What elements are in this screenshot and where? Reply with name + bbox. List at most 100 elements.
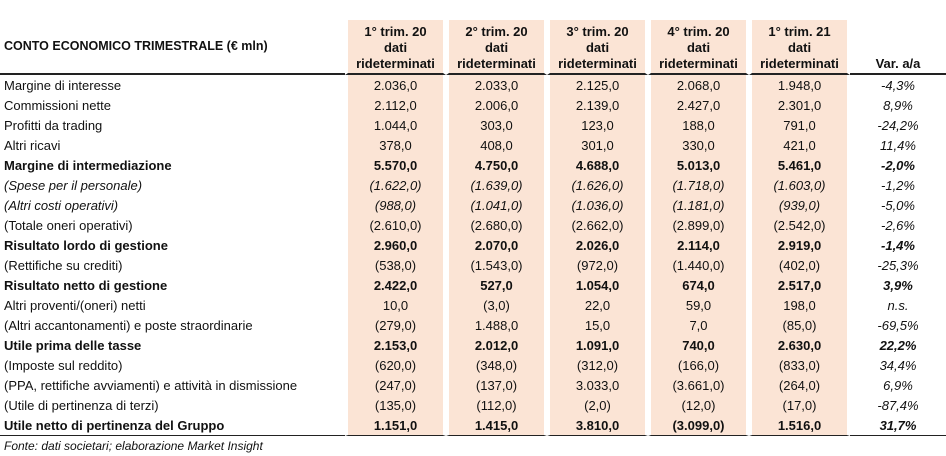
change-cell: -25,3% — [877, 257, 919, 273]
value-cell: 2.139,0 — [547, 95, 648, 115]
change-cell: 11,4% — [880, 137, 916, 153]
column-header: 2° trim. 20 dati rideterminati — [446, 20, 547, 75]
value-cell: (1.603,0) — [749, 175, 850, 195]
table-row: Commissioni nette 2.112,0 2.006,0 2.139,0 2.… — [0, 95, 946, 115]
column-header-line: rideterminati — [457, 56, 536, 71]
change-cell: -87,4% — [877, 397, 919, 413]
value-cell: 1.488,0 — [446, 315, 547, 335]
value-cell: 2.068,0 — [648, 75, 749, 95]
column-header-line: 1° trim. 21 — [768, 24, 831, 39]
table-row: Margine di intermediazione 5.570,0 4.750,0… — [0, 155, 946, 175]
column-header-line: dati — [686, 40, 711, 55]
value-cell: 3.810,0 — [547, 415, 648, 436]
value-cell: 3.033,0 — [547, 375, 648, 395]
value-cell: (85,0) — [749, 315, 850, 335]
column-header-line: rideterminati — [558, 56, 637, 71]
source-note: Fonte: dati societari; elaborazione Mark… — [4, 439, 263, 453]
table-row: (Altri costi operativi) (988,0) (1.041,0)(… — [0, 195, 946, 215]
value-cell: 2.630,0 — [749, 335, 850, 355]
table-head: CONTO ECONOMICO TRIMESTRALE (€ mln) 1° t… — [0, 20, 946, 75]
value-cell: 421,0 — [749, 135, 850, 155]
change-cell: -24,2% — [877, 117, 919, 133]
value-cell: 330,0 — [648, 135, 749, 155]
value-cell: (1.181,0) — [648, 195, 749, 215]
value-cell: (2.542,0) — [749, 215, 850, 235]
value-cell: 2.422,0 — [345, 275, 446, 295]
change-cell: -1,2% — [881, 177, 915, 193]
row-label: Utile prima delle tasse — [4, 337, 142, 353]
column-header: 1° trim. 20 dati rideterminati — [345, 20, 446, 75]
value-cell: (2.662,0) — [547, 215, 648, 235]
value-cell: 2.012,0 — [446, 335, 547, 355]
row-label: Risultato netto di gestione — [4, 277, 168, 293]
table-row: (Altri accantonamenti) e poste straordin… — [0, 315, 946, 335]
value-cell: 15,0 — [547, 315, 648, 335]
table-row: Risultato netto di gestione 2.422,0 527,0 1… — [0, 275, 946, 295]
value-cell: 1.054,0 — [547, 275, 648, 295]
table-row: Altri ricavi 378,0 408,0 301,0 330,0 421,0 11,… — [0, 135, 946, 155]
row-label: Risultato lordo di gestione — [4, 237, 168, 253]
column-header-line: dati — [787, 40, 812, 55]
value-cell: 303,0 — [446, 115, 547, 135]
value-cell: 10,0 — [345, 295, 446, 315]
table-row: Utile netto di pertinenza del Gruppo 1.15… — [0, 415, 946, 436]
table-body: Margine di interesse 2.036,0 2.033,0 2.125,… — [0, 75, 946, 436]
value-cell: (988,0) — [345, 195, 446, 215]
value-cell: (2.680,0) — [446, 215, 547, 235]
table-row: Risultato lordo di gestione 2.960,0 2.070,… — [0, 235, 946, 255]
row-label: Commissioni nette — [4, 97, 111, 113]
value-cell: (2,0) — [547, 395, 648, 415]
value-cell: (1.639,0) — [446, 175, 547, 195]
value-cell: (1.622,0) — [345, 175, 446, 195]
value-cell: 198,0 — [749, 295, 850, 315]
value-cell: 2.517,0 — [749, 275, 850, 295]
value-cell: (3.099,0) — [648, 415, 749, 436]
value-cell: 2.114,0 — [648, 235, 749, 255]
change-cell: -5,0% — [881, 197, 915, 213]
value-cell: (402,0) — [749, 255, 850, 275]
row-label: (PPA, rettifiche avviamenti) e attività … — [4, 377, 298, 393]
value-cell: (247,0) — [345, 375, 446, 395]
table-row: (PPA, rettifiche avviamenti) e attività … — [0, 375, 946, 395]
value-cell: (1.626,0) — [547, 175, 648, 195]
value-cell: 1.091,0 — [547, 335, 648, 355]
value-cell: (2.899,0) — [648, 215, 749, 235]
value-cell: 408,0 — [446, 135, 547, 155]
column-header-line: dati — [585, 40, 610, 55]
value-cell: (348,0) — [446, 355, 547, 375]
table-row: Profitti da trading 1.044,0 303,0 123,0 188,… — [0, 115, 946, 135]
value-cell: (112,0) — [446, 395, 547, 415]
row-label: Margine di interesse — [4, 77, 122, 93]
value-cell: 4.750,0 — [446, 155, 547, 175]
value-cell: 1.044,0 — [345, 115, 446, 135]
change-cell: n.s. — [887, 297, 909, 313]
value-cell: 2.033,0 — [446, 75, 547, 95]
value-cell: (137,0) — [446, 375, 547, 395]
value-cell: (279,0) — [345, 315, 446, 335]
row-label: Utile netto di pertinenza del Gruppo — [0, 415, 345, 436]
value-cell: (1.718,0) — [648, 175, 749, 195]
value-cell: 7,0 — [648, 315, 749, 335]
value-cell: 4.688,0 — [547, 155, 648, 175]
value-cell: (135,0) — [345, 395, 446, 415]
column-header-line: dati — [484, 40, 509, 55]
row-label: (Spese per il personale) — [4, 177, 143, 193]
value-cell: (620,0) — [345, 355, 446, 375]
value-cell: 2.919,0 — [749, 235, 850, 255]
value-cell: 5.013,0 — [648, 155, 749, 175]
column-header-line: 2° trim. 20 — [465, 24, 528, 39]
change-cell: -4,3% — [881, 77, 915, 93]
column-header: 3° trim. 20 dati rideterminati — [547, 20, 648, 75]
row-label: (Rettifiche su crediti) — [4, 257, 123, 273]
change-cell: -69,5% — [877, 317, 919, 333]
table-row: (Imposte sul reddito) (620,0) (348,0) (312,… — [0, 355, 946, 375]
value-cell: (12,0) — [648, 395, 749, 415]
table-wrap: CONTO ECONOMICO TRIMESTRALE (€ mln) 1° t… — [0, 20, 946, 436]
value-cell: 674,0 — [648, 275, 749, 295]
table-row: Altri proventi/(oneri) netti 10,0 (3,0) 22,… — [0, 295, 946, 315]
column-header-line: 4° trim. 20 — [667, 24, 730, 39]
value-cell: 1.415,0 — [446, 415, 547, 436]
value-cell: 2.026,0 — [547, 235, 648, 255]
change-cell: 34,4% — [879, 357, 917, 373]
